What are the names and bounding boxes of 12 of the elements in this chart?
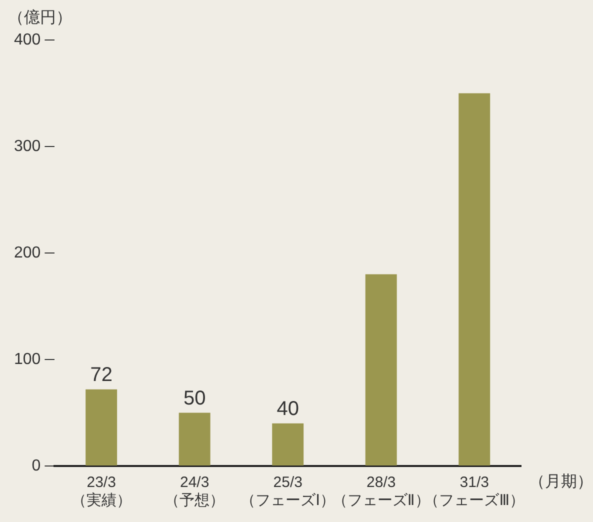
y-axis-title: （億円）: [8, 8, 72, 26]
y-tick-label: 400: [14, 31, 41, 48]
y-tick-label: 300: [14, 138, 41, 155]
data-label: 50: [183, 387, 206, 410]
x-tick-label: 24/3 （予想）: [164, 474, 225, 510]
x-tick-label: 23/3 （実績）: [71, 474, 132, 510]
x-axis-title: （月期）: [529, 472, 593, 490]
y-tick-label: 0: [32, 457, 41, 474]
data-label: 72: [90, 364, 112, 386]
data-label: 40: [276, 398, 299, 420]
y-tick-label: 200: [14, 244, 41, 262]
y-tick-label: 100: [14, 350, 41, 368]
